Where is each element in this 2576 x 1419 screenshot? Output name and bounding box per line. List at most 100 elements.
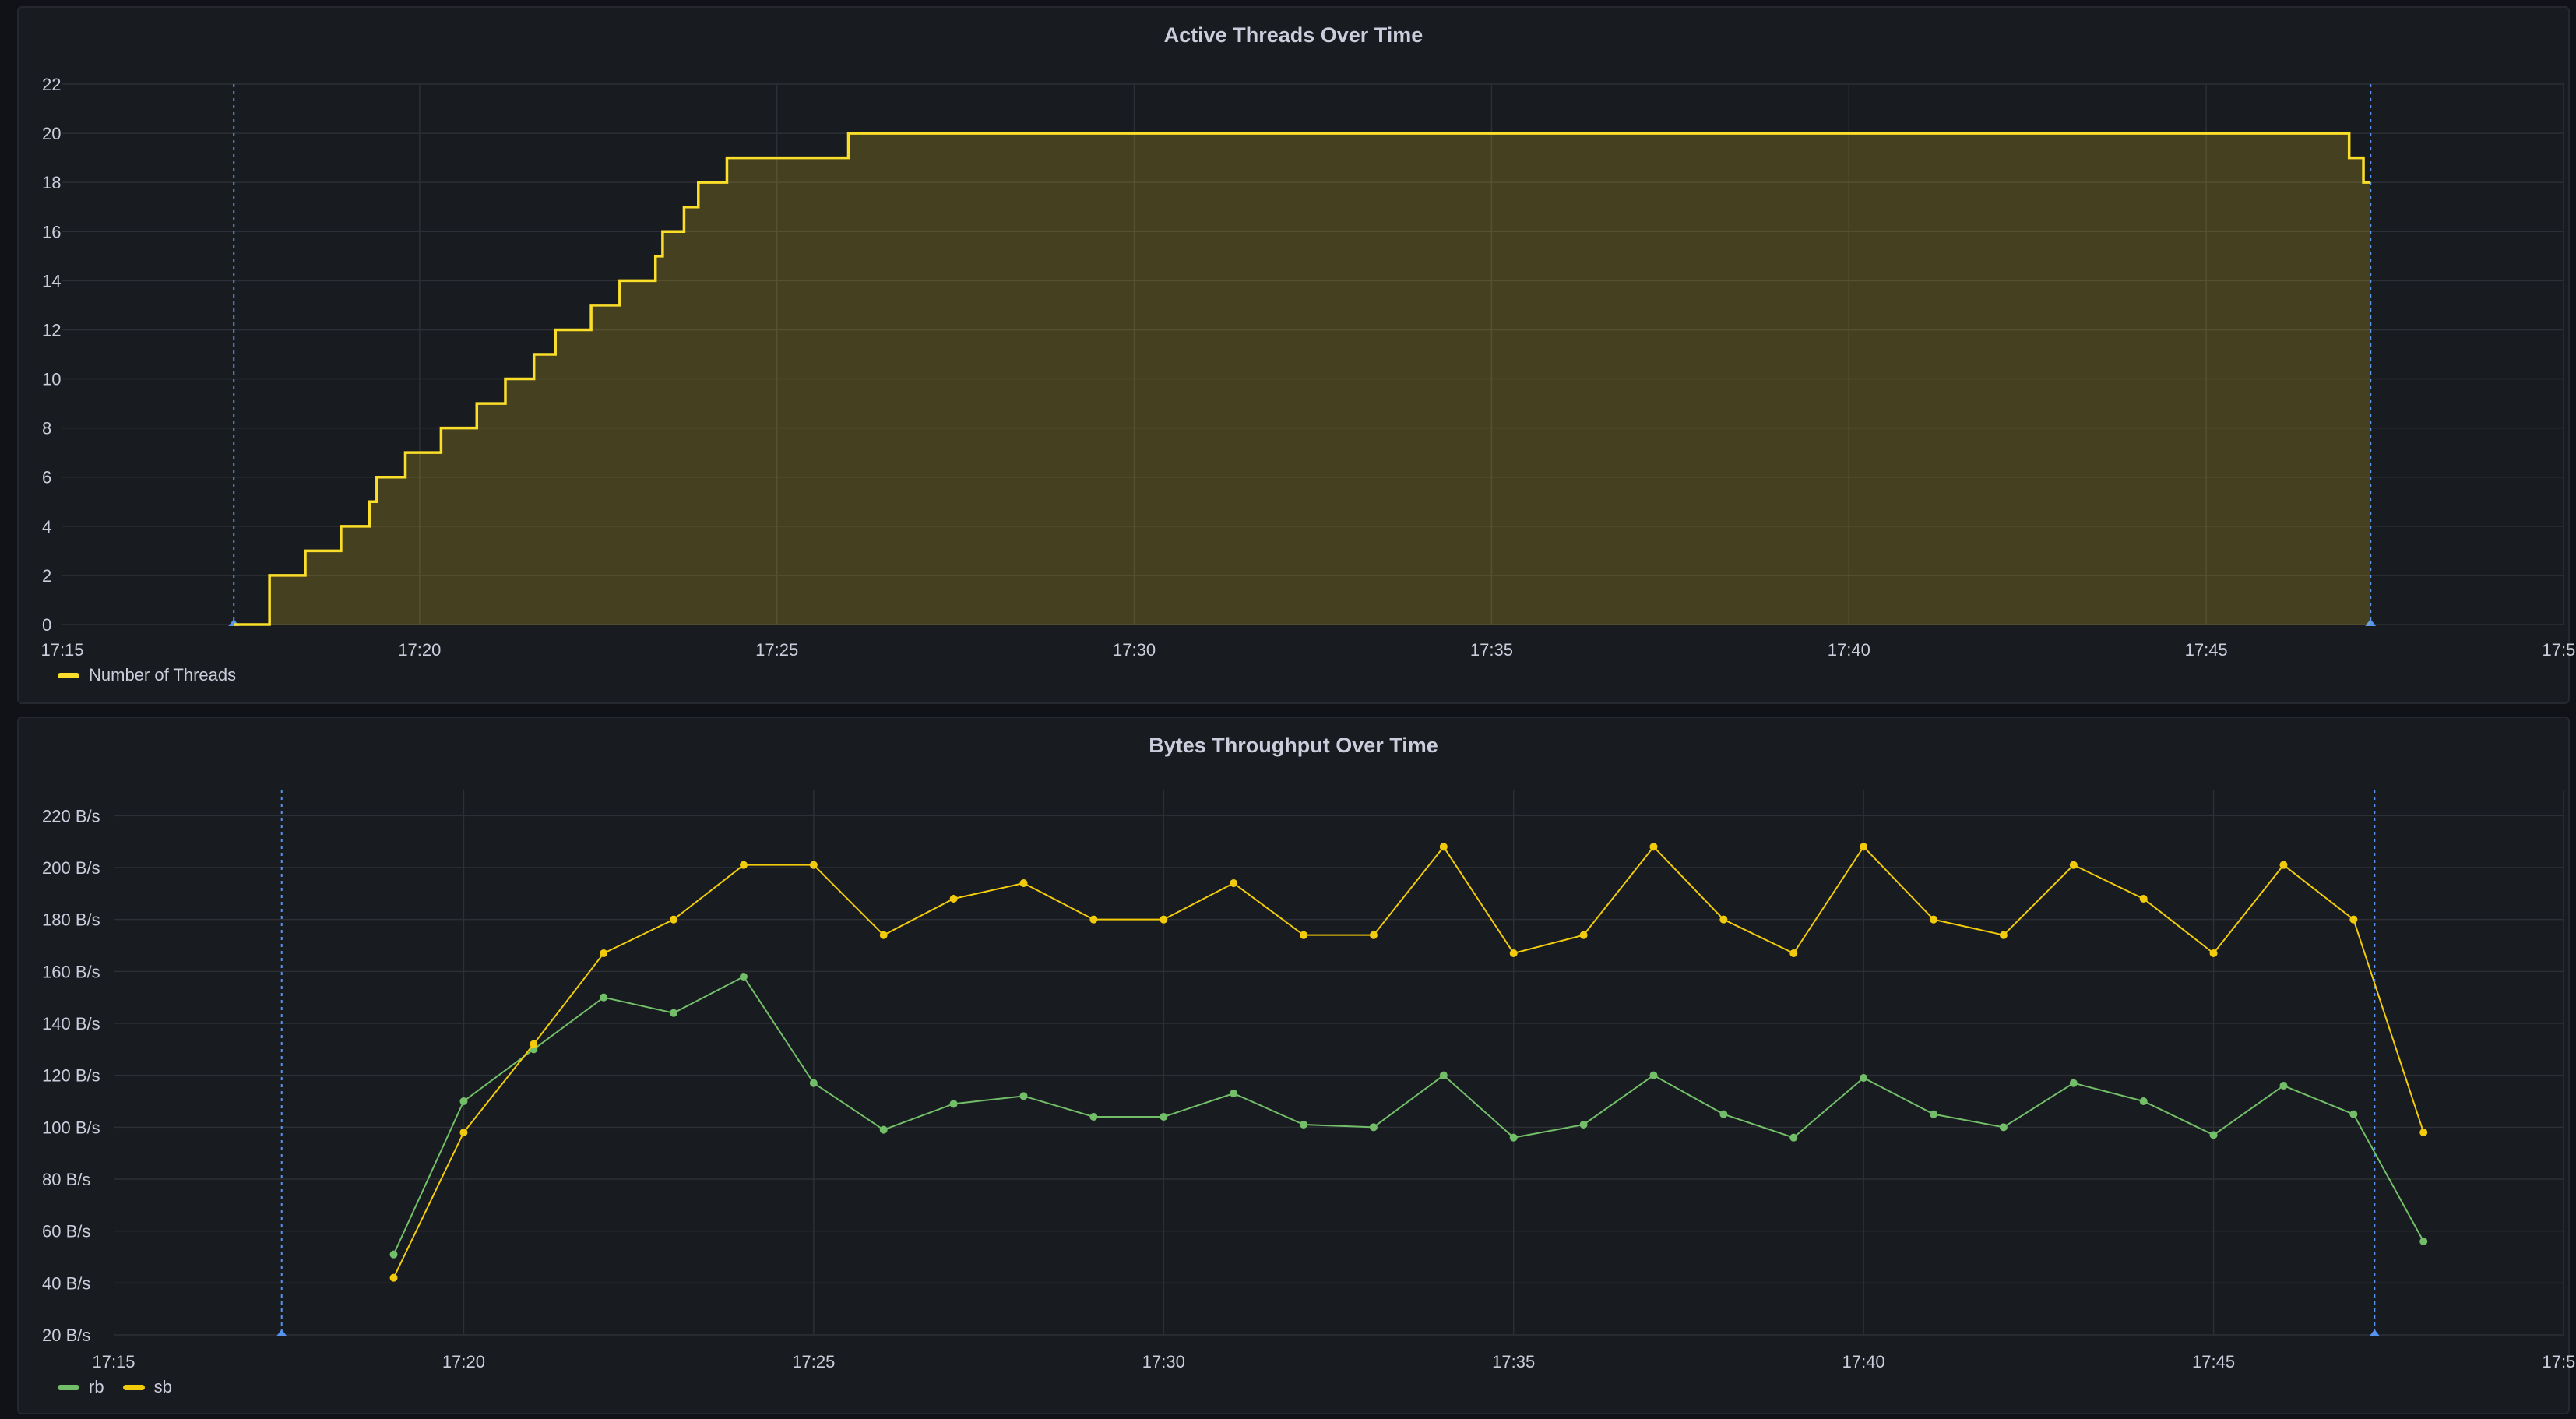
rb-data-point [1300,1121,1308,1129]
legend-item-rb[interactable]: rb [58,1377,104,1397]
annotation-marker [2369,1329,2381,1336]
sb-data-point [1719,915,1728,924]
sb-data-point [1999,931,2008,939]
sb-data-point [1439,843,1448,851]
x-tick-label: 17:40 [1842,1352,1885,1371]
sb-data-point [1649,843,1658,851]
y-tick-label: 10 [42,370,61,389]
rb-data-point [389,1250,398,1259]
y-tick-label: 12 [42,320,61,340]
x-tick-label: 17:15 [40,640,83,660]
rb-data-point [1439,1071,1448,1079]
sb-data-point [2069,861,2078,869]
x-tick-label: 17:20 [398,640,441,660]
sb-data-point [949,895,958,903]
rb-data-point [1579,1121,1588,1129]
y-tick-label: 100 B/s [42,1118,100,1137]
y-tick-label: 20 [42,124,61,143]
sb-data-point [1300,931,1308,939]
y-tick-label: 16 [42,222,61,241]
y-tick-label: 140 B/s [42,1014,100,1033]
x-tick-label: 17:25 [755,640,798,660]
rb-data-point [1509,1133,1518,1142]
y-tick-label: 18 [42,173,61,192]
sb-data-point [2139,895,2148,903]
sb-data-point [389,1273,398,1282]
sb-data-point [2349,915,2358,924]
sb-data-point [1089,915,1098,924]
threads-line [234,132,2371,626]
rb-data-point [2349,1110,2358,1118]
throughput-panel: Bytes Throughput Over Time 20 B/s 40 B/s 6… [17,717,2576,1416]
sb-data-point [1930,915,1938,924]
sb-data-point [459,1129,468,1136]
sb-data-point [1230,879,1238,887]
rb-data-point [1789,1133,1798,1142]
y-tick-label: 80 B/s [42,1170,90,1189]
y-tick-label: 14 [42,271,61,290]
sb-data-point [530,1040,538,1048]
threads-panel: Active Threads Over Time 0 2 4 6 8 10 12 14 16 18… [17,6,2576,706]
y-tick-label: 22 [42,75,61,94]
rb-data-point [879,1125,888,1134]
rb-data-point [459,1097,468,1105]
y-tick-label: 220 B/s [42,806,100,826]
rb-data-point [949,1100,958,1108]
y-tick-label: 4 [42,517,51,537]
sb-data-point [1369,931,1378,939]
rb-data-point [2209,1131,2218,1139]
rb-data-point [1160,1113,1168,1121]
sb-data-point [739,861,748,869]
x-tick-label: 17:35 [1492,1352,1535,1371]
sb-data-point [1789,949,1798,957]
rb-data-point [2419,1238,2428,1245]
rb-series-line [392,975,2425,1255]
sb-data-point [2419,1129,2428,1136]
rb-data-point [2279,1082,2288,1090]
threads-legend: Number of Threads [58,665,236,685]
sb-data-point [879,931,888,939]
rb-legend-label: rb [89,1377,104,1396]
y-tick-label: 20 B/s [42,1326,90,1345]
x-tick-label: 17:50 [2542,640,2576,660]
x-tick-label: 17:25 [792,1352,835,1371]
sb-data-point [1579,931,1588,939]
x-tick-label: 17:20 [442,1352,485,1371]
x-tick-label: 17:45 [2192,1352,2235,1371]
rb-legend-swatch [58,1384,79,1390]
sb-series-line [392,845,2425,1279]
rb-data-point [1369,1123,1378,1132]
rb-data-point [1930,1110,1938,1118]
y-tick-label: 120 B/s [42,1066,100,1086]
rb-data-point [600,993,608,1002]
threads-chart[interactable]: 0 2 4 6 8 10 12 14 16 18 20 22 17:15 17:20 17:25 17:30 1… [19,8,2576,706]
y-tick-label: 0 [42,615,51,635]
y-tick-label: 6 [42,468,51,488]
sb-legend-swatch [122,1384,145,1390]
throughput-chart[interactable]: 20 B/s 40 B/s 60 B/s 80 B/s 100 B/s 120 B/s 14… [19,718,2576,1416]
rb-data-point [739,973,748,981]
threads-area [234,133,2371,625]
rb-data-point [809,1079,818,1087]
annotation-marker [2365,619,2377,626]
throughput-panel-title[interactable]: Bytes Throughput Over Time [1149,734,1438,757]
x-tick-label: 17:30 [1113,640,1156,660]
legend-item-threads[interactable]: Number of Threads [58,665,236,685]
y-tick-label: 40 B/s [42,1273,90,1293]
throughput-legend: rb sb [58,1377,172,1397]
rb-data-point [1649,1071,1658,1079]
legend-item-sb[interactable]: sb [122,1377,172,1397]
y-tick-label: 8 [42,419,51,438]
sb-data-point [670,915,678,924]
sb-data-point [809,861,818,869]
rb-data-point [1230,1090,1238,1097]
rb-data-point [1719,1110,1728,1118]
rb-data-point [1860,1074,1868,1082]
y-tick-label: 2 [42,566,51,586]
y-tick-label: 180 B/s [42,910,100,930]
x-tick-label: 17:35 [1470,640,1513,660]
threads-panel-title[interactable]: Active Threads Over Time [1163,23,1423,47]
x-tick-label: 17:50 [2542,1352,2576,1371]
rb-data-point [2069,1079,2078,1087]
sb-data-point [600,949,608,957]
